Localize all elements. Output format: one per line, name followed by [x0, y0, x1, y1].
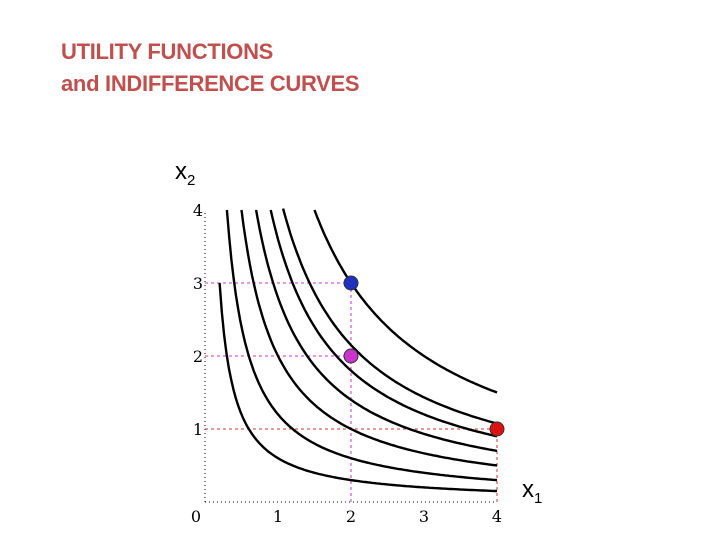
bundle-point-1	[343, 275, 359, 291]
guide-lines	[205, 282, 498, 502]
indifference-curve-5	[269, 209, 498, 438]
x-tick-label-4: 4	[492, 507, 502, 526]
bundle-point-3	[489, 421, 505, 437]
bundle-point-2	[343, 348, 359, 364]
x-tick-label-0: 0	[191, 507, 201, 526]
y-axis-label-sub: 2	[187, 172, 196, 189]
bundle-points	[343, 275, 505, 437]
indifference-curves	[218, 208, 498, 493]
chart-axes	[204, 210, 497, 503]
indifference-curve-3	[240, 209, 498, 467]
x-tick-label-3: 3	[419, 507, 429, 526]
y-axis-label: x2	[175, 158, 195, 189]
indifference-curve-2	[225, 209, 498, 482]
x-axis-label-text: x	[522, 476, 534, 503]
indifference-curve-1	[218, 282, 498, 493]
y-tick-label-3: 3	[193, 274, 203, 293]
y-tick-label-2: 2	[193, 347, 203, 366]
y-axis-label-text: x	[175, 158, 187, 185]
x-axis-label-sub: 1	[534, 490, 543, 507]
slide-title: UTILITY FUNCTIONS and INDIFFERENCE CURVE…	[61, 36, 360, 100]
x-axis-label: x1	[522, 476, 542, 507]
x-tick-label-2: 2	[346, 507, 356, 526]
y-tick-label-4: 4	[193, 201, 203, 220]
indifference-curve-6	[281, 208, 498, 425]
tick-labels: 0 1 2 3 4 1 2 3 4	[191, 201, 502, 526]
indifference-curve-4	[254, 209, 498, 453]
title-line-2: and INDIFFERENCE CURVES	[61, 71, 360, 96]
indifference-curve-7	[313, 209, 498, 394]
x-tick-label-1: 1	[273, 507, 283, 526]
title-line-1: UTILITY FUNCTIONS	[61, 39, 274, 64]
y-tick-label-1: 1	[193, 420, 203, 439]
